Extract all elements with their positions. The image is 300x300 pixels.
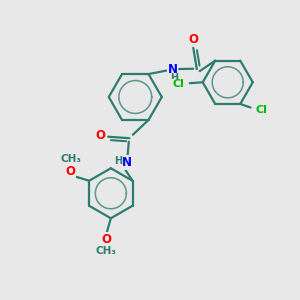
Text: CH₃: CH₃: [96, 246, 117, 256]
Text: H: H: [170, 74, 178, 83]
Text: O: O: [95, 129, 105, 142]
Text: O: O: [66, 165, 76, 178]
Text: N: N: [168, 63, 178, 76]
Text: Cl: Cl: [172, 80, 184, 89]
Text: O: O: [101, 233, 111, 246]
Text: Cl: Cl: [256, 105, 267, 115]
Text: CH₃: CH₃: [60, 154, 81, 164]
Text: H: H: [114, 156, 122, 166]
Text: O: O: [189, 32, 199, 46]
Text: N: N: [122, 156, 132, 169]
